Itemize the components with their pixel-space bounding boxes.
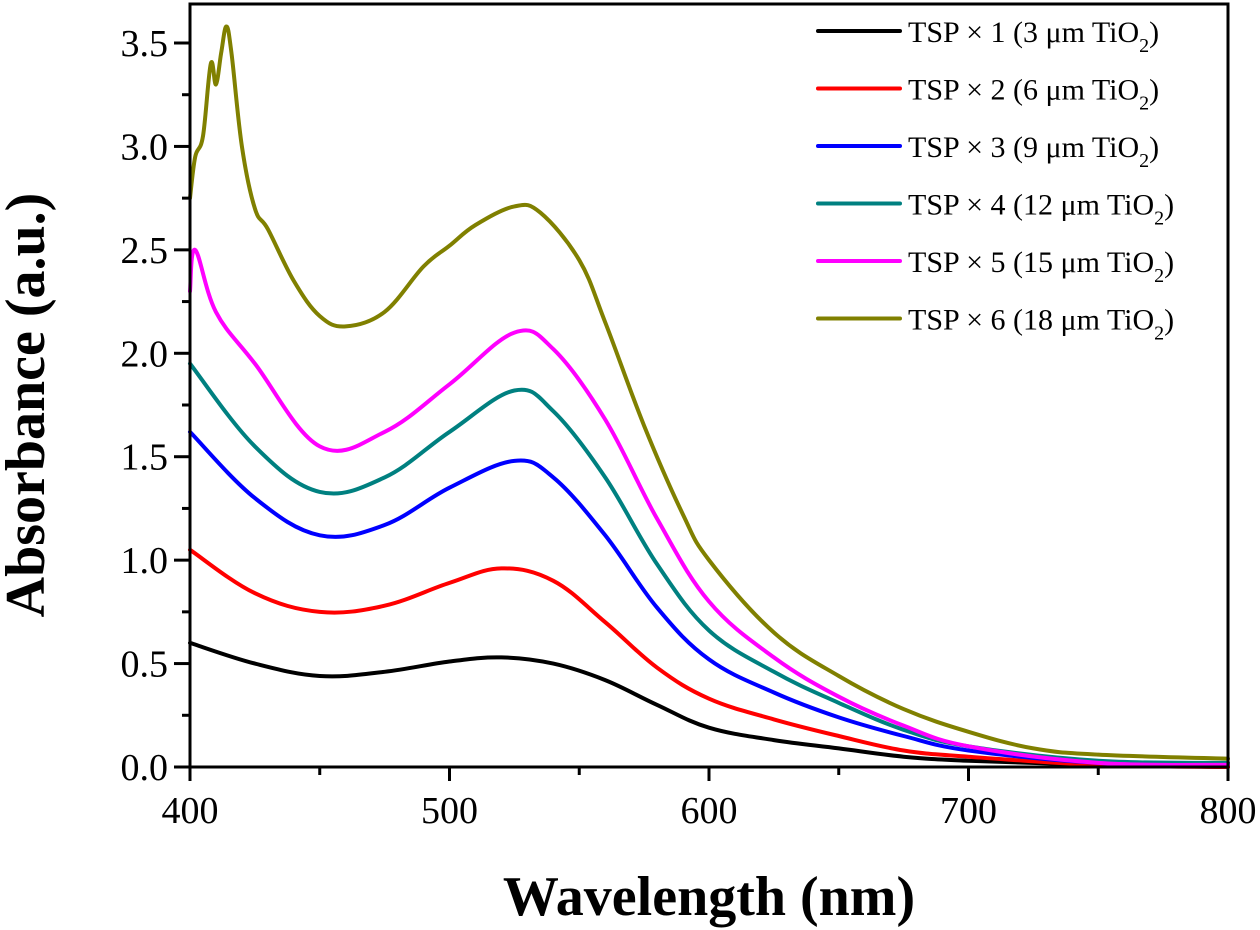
y-tick-label: 0.5: [121, 644, 169, 686]
y-tick-label: 1.5: [121, 437, 169, 479]
legend-label: TSP × 5 (15 μm TiO2): [908, 246, 1174, 287]
legend-item-2: TSP × 2 (6 μm TiO2): [816, 74, 1159, 115]
y-tick-label: 2.0: [121, 333, 169, 375]
legend-label: TSP × 2 (6 μm TiO2): [908, 74, 1159, 115]
x-tick-label: 400: [162, 790, 219, 832]
legend-item-3: TSP × 3 (9 μm TiO2): [816, 131, 1159, 172]
series-line-6: [188, 24, 1230, 761]
legend-label: TSP × 4 (12 μm TiO2): [908, 189, 1174, 230]
x-axis-title: Wavelength (nm): [503, 866, 915, 928]
series-line-3: [188, 429, 1230, 767]
y-tick-label: 3.5: [121, 23, 169, 65]
series-line-5: [188, 247, 1230, 768]
y-tick-label: 1.0: [121, 540, 169, 582]
legend-label: TSP × 6 (18 μm TiO2): [908, 304, 1174, 345]
x-tick-label: 600: [681, 790, 738, 832]
legend-item-5: TSP × 5 (15 μm TiO2): [816, 246, 1174, 287]
plot-lines: [188, 24, 1230, 769]
x-tick-label: 700: [940, 790, 997, 832]
y-axis-title: Absorbance (a.u.): [0, 193, 57, 618]
legend-label: TSP × 1 (3 μm TiO2): [908, 16, 1159, 57]
y-tick-label: 2.5: [121, 230, 169, 272]
legend: TSP × 1 (3 μm TiO2) TSP × 2 (6 μm TiO2) TS…: [816, 16, 1174, 345]
legend-item-1: TSP × 1 (3 μm TiO2): [816, 16, 1159, 57]
series-line-1: [188, 640, 1230, 769]
legend-item-4: TSP × 4 (12 μm TiO2): [816, 189, 1174, 230]
series-line-2: [188, 547, 1230, 769]
axes: 400 500 600 700 800 0.0 0.5 1.0 1.5 2.0 2.5 3.0 3.5: [121, 2, 1257, 832]
legend-item-6: TSP × 6 (18 μm TiO2): [816, 304, 1174, 345]
x-tick-label: 800: [1200, 790, 1257, 832]
y-tick-label: 0.0: [121, 747, 169, 789]
x-tick-label: 500: [421, 790, 478, 832]
plot-frame: [188, 2, 1230, 769]
y-tick-label: 3.0: [121, 126, 169, 168]
legend-label: TSP × 3 (9 μm TiO2): [908, 131, 1159, 172]
